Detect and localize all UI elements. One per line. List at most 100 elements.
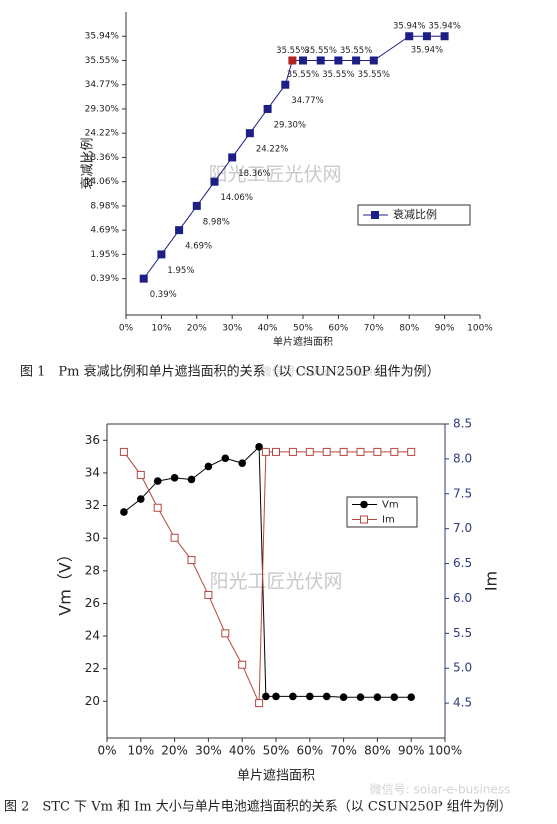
data-point: [261, 447, 270, 456]
legend-marker: [360, 500, 368, 509]
x-axis-label: 单片遮挡面积: [273, 335, 333, 348]
x-tick-label: 30%: [222, 324, 242, 334]
y-tick-label: 35.94%: [85, 32, 120, 42]
data-point: [390, 693, 399, 702]
data-point: [192, 201, 201, 210]
data-point: [119, 447, 128, 456]
y-tick-label: 4.69%: [90, 226, 119, 236]
y-tick-label: 14.06%: [85, 177, 120, 187]
data-point: [136, 470, 145, 479]
y-tick-label: 1.95%: [90, 250, 119, 260]
data-point: [157, 250, 166, 259]
x-axis-label: 单片遮挡面积: [237, 768, 315, 784]
data-label: 24.22%: [256, 145, 288, 155]
data-point: [339, 693, 348, 702]
legend-label: Vm: [382, 500, 399, 511]
y-tick-label: 20: [85, 694, 100, 708]
x-tick-label: 50%: [263, 744, 290, 758]
data-point: [153, 503, 162, 512]
x-tick-label: 40%: [258, 324, 278, 334]
x-tick-label: 80%: [399, 324, 419, 334]
data-point: [281, 80, 290, 89]
data-point: [221, 629, 230, 638]
data-point: [373, 693, 382, 702]
y-tick-label: 22: [85, 661, 100, 675]
data-point: [204, 590, 213, 599]
x-tick-label: 100%: [428, 744, 462, 758]
x-tick-label: 20%: [187, 324, 207, 334]
y-tick-label: 28: [85, 563, 100, 577]
data-point: [288, 56, 297, 65]
data-point: [369, 56, 378, 65]
watermark: 微信号: solar-e-business: [260, 365, 401, 379]
data-label: 4.69%: [185, 242, 212, 252]
y-tick-label: 36: [85, 433, 100, 447]
y2-tick-label: 4.5: [453, 696, 472, 710]
data-point: [322, 447, 331, 456]
data-point: [305, 447, 314, 456]
legend-marker: [360, 515, 368, 524]
legend-marker: [371, 211, 379, 219]
watermark: 阳光工匠光伏网: [208, 164, 341, 186]
y-tick-label: 26: [85, 596, 100, 610]
data-point: [228, 153, 237, 162]
x-tick-label: 60%: [296, 744, 323, 758]
data-point: [153, 477, 162, 485]
data-point: [407, 693, 416, 702]
data-point: [440, 32, 449, 41]
data-point: [187, 475, 196, 484]
data-point: [263, 104, 272, 113]
data-point: [238, 660, 247, 669]
y2-tick-label: 7.0: [453, 521, 472, 535]
y-tick-label: 34: [85, 465, 100, 479]
data-point: [170, 474, 179, 482]
x-tick-label: 100%: [467, 324, 493, 334]
x-tick-label: 0%: [97, 744, 116, 758]
data-point: [255, 443, 263, 451]
data-label: 29.30%: [274, 120, 306, 130]
y2-tick-label: 6.5: [453, 556, 472, 570]
y2-tick-label: 6.0: [453, 591, 472, 605]
y2-tick-label: 8.0: [453, 451, 472, 465]
data-point: [120, 508, 128, 516]
data-point: [204, 462, 213, 471]
y-tick-label: 8.98%: [90, 201, 119, 211]
y2-tick-label: 5.5: [453, 626, 472, 640]
data-point: [272, 447, 280, 456]
x-tick-label: 60%: [328, 324, 348, 334]
data-label: 35.55%: [322, 70, 354, 80]
x-tick-label: 10%: [151, 324, 171, 334]
data-label: 0.39%: [150, 290, 177, 300]
data-label: 35.94%: [428, 22, 460, 32]
data-point: [210, 177, 219, 186]
caption: 图 2 STC 下 Vm 和 Im 大小与单片电池遮挡面积的关系（以 CSUN2…: [4, 799, 512, 815]
data-label: 8.98%: [203, 217, 230, 227]
data-point: [299, 56, 307, 65]
y-tick-label: 32: [85, 498, 100, 512]
data-point: [221, 454, 230, 463]
data-label: 35.55%: [287, 70, 319, 80]
y-axis-label: 衰减比例: [80, 137, 96, 189]
data-label: 35.94%: [393, 22, 425, 32]
x-tick-label: 0%: [119, 324, 134, 334]
y-axis-label: Vm（V）: [56, 546, 75, 615]
y-tick-label: 30: [85, 531, 100, 545]
legend-label: 衰减比例: [393, 207, 437, 221]
x-tick-label: 40%: [229, 744, 256, 758]
data-point: [407, 447, 416, 456]
data-label: 35.55%: [276, 46, 308, 56]
data-point: [356, 693, 365, 702]
watermark: 微信号: solar-e-business: [370, 783, 511, 797]
y-tick-label: 35.55%: [85, 56, 120, 66]
x-tick-label: 70%: [364, 324, 384, 334]
data-label: 34.77%: [291, 96, 323, 106]
data-point: [339, 447, 348, 456]
legend-box: [357, 204, 471, 226]
y2-tick-label: 7.5: [453, 486, 472, 500]
data-label: 35.55%: [358, 70, 390, 80]
y-tick-label: 34.77%: [85, 80, 120, 90]
data-label: 1.95%: [167, 266, 194, 276]
y-tick-label: 24: [85, 629, 100, 643]
y-tick-label: 24.22%: [85, 129, 120, 139]
